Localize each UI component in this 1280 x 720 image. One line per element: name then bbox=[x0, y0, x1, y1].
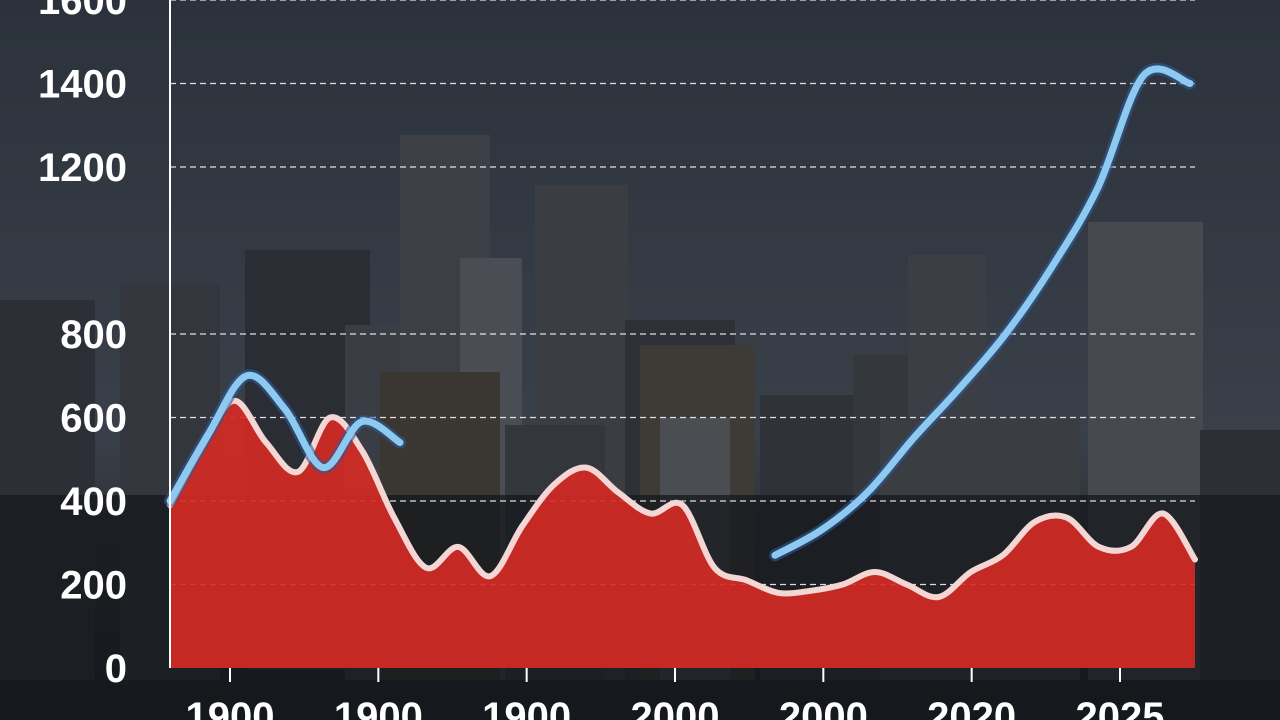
y-tick-labels: 0 200 400 600 800 1200 1400 1600 bbox=[38, 0, 127, 691]
x-tick-label: 2020 bbox=[927, 695, 1016, 720]
x-tick-label: 2000 bbox=[779, 695, 868, 720]
y-tick-label: 400 bbox=[60, 480, 127, 524]
x-tick-label: 1900 bbox=[334, 695, 423, 720]
x-tick-label: 2025 bbox=[1076, 695, 1165, 720]
x-tick-label: 1900 bbox=[482, 695, 571, 720]
y-tick-label: 200 bbox=[60, 564, 127, 608]
x-tick-labels: 1900 1900 1900 2000 2000 2020 2025 bbox=[186, 668, 1165, 720]
y-tick-label: 600 bbox=[60, 397, 127, 441]
area-outline bbox=[167, 397, 1198, 601]
area-fill bbox=[170, 400, 1195, 668]
line-series bbox=[164, 63, 1196, 562]
series-line bbox=[771, 65, 1194, 559]
y-tick-label: 1200 bbox=[38, 146, 127, 190]
y-tick-label: 0 bbox=[105, 647, 127, 691]
y-tick-label: 1600 bbox=[38, 0, 127, 23]
y-tick-label: 800 bbox=[60, 313, 127, 357]
y-tick-label: 1400 bbox=[38, 63, 127, 107]
x-tick-label: 1900 bbox=[186, 695, 275, 720]
area-series bbox=[167, 397, 1198, 668]
x-tick-label: 2000 bbox=[631, 695, 720, 720]
series-line bbox=[166, 371, 404, 505]
